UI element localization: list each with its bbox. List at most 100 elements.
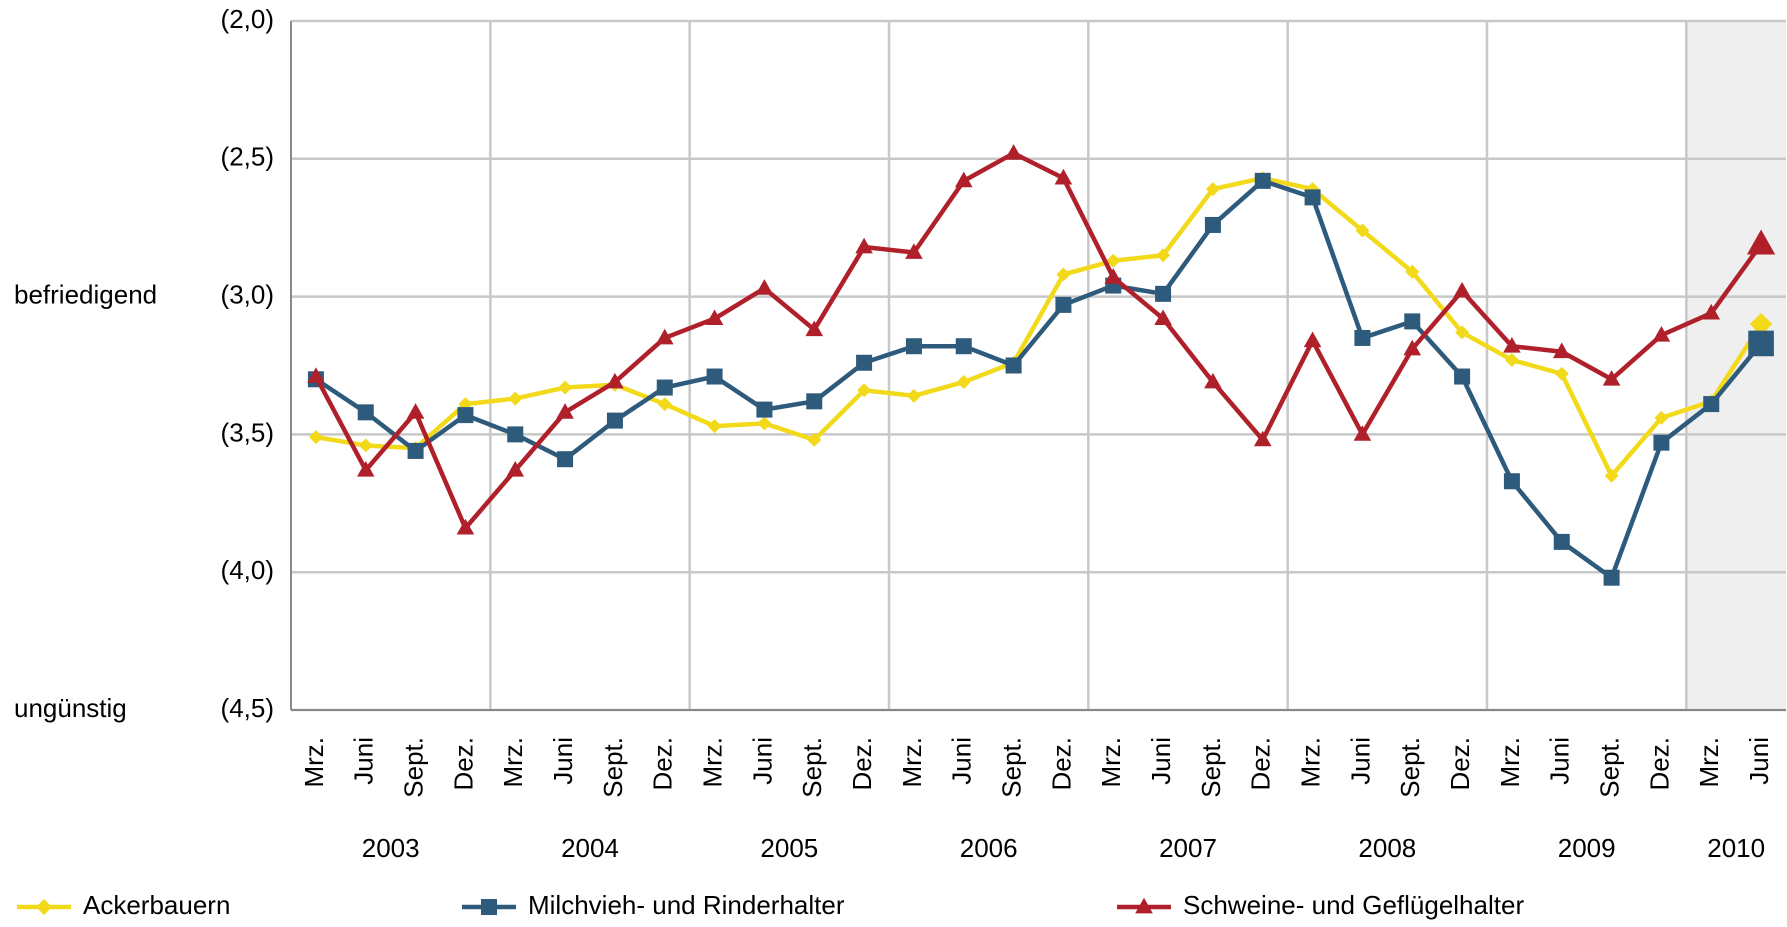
- series-line: [313, 151, 1763, 531]
- marker: [1404, 313, 1421, 330]
- marker: [1747, 229, 1776, 255]
- x-tick-label: Juni: [548, 737, 578, 785]
- marker: [1654, 410, 1669, 425]
- y-tick-label: (2,0): [221, 4, 274, 34]
- x-tick-label: Sept.: [996, 737, 1026, 798]
- marker: [1205, 182, 1220, 197]
- marker: [707, 419, 722, 434]
- marker: [755, 279, 774, 295]
- x-tick-label: Juni: [947, 737, 977, 785]
- marker: [1253, 430, 1272, 447]
- x-tick-label: Juni: [1146, 737, 1176, 785]
- y-tick-label: (2,5): [221, 142, 274, 172]
- y-tick-label: (4,5): [221, 693, 274, 723]
- annotation: ungünstig: [14, 693, 127, 723]
- marker: [1748, 330, 1774, 357]
- series-line: [315, 175, 1763, 478]
- x-tick-label: Juni: [349, 737, 379, 785]
- x-tick-label: Dez.: [1644, 737, 1674, 790]
- year-label: 2005: [760, 833, 818, 863]
- year-label: 2003: [362, 833, 420, 863]
- marker: [406, 403, 425, 419]
- x-tick-label: Sept.: [398, 737, 428, 798]
- marker: [1353, 425, 1372, 441]
- legend-label: Milchvieh- und Rinderhalter: [528, 890, 845, 920]
- marker: [506, 461, 525, 477]
- marker: [1055, 296, 1072, 313]
- marker: [1653, 434, 1670, 451]
- marker: [1455, 325, 1470, 340]
- marker: [1155, 285, 1172, 302]
- marker: [1303, 331, 1322, 348]
- marker: [1504, 352, 1519, 367]
- x-tick-label: Mrz.: [498, 737, 528, 788]
- year-label: 2009: [1558, 833, 1616, 863]
- marker: [356, 461, 375, 477]
- marker: [557, 451, 574, 468]
- marker: [1154, 309, 1172, 326]
- x-tick-label: Dez.: [1246, 737, 1276, 790]
- marker: [1454, 368, 1471, 385]
- marker: [606, 412, 623, 429]
- marker: [308, 430, 323, 445]
- marker: [1503, 473, 1520, 490]
- marker: [954, 171, 973, 188]
- marker: [657, 397, 672, 412]
- x-tick-label: Mrz.: [1295, 737, 1325, 788]
- year-label: 2007: [1159, 833, 1217, 863]
- x-tick-label: Dez.: [1046, 737, 1076, 790]
- marker: [1702, 303, 1721, 320]
- x-tick-label: Sept.: [598, 737, 628, 798]
- year-label: 2010: [1707, 833, 1765, 863]
- marker: [457, 407, 474, 424]
- x-tick-label: Mrz.: [897, 737, 927, 788]
- marker: [558, 380, 573, 395]
- marker: [807, 432, 822, 447]
- marker: [956, 375, 971, 390]
- marker: [1204, 372, 1222, 389]
- marker: [1652, 325, 1671, 342]
- marker: [1135, 897, 1153, 914]
- marker: [481, 899, 497, 915]
- x-tick-label: Mrz.: [697, 737, 727, 788]
- marker: [407, 442, 424, 459]
- marker: [456, 518, 475, 535]
- marker: [1602, 370, 1621, 386]
- x-tick-label: Sept.: [1594, 737, 1624, 798]
- marker: [656, 379, 673, 396]
- marker: [1156, 248, 1171, 263]
- marker: [705, 309, 724, 326]
- marker: [905, 243, 923, 259]
- marker: [856, 354, 873, 371]
- marker: [905, 338, 922, 355]
- marker: [307, 367, 325, 383]
- x-tick-label: Sept.: [1395, 737, 1425, 798]
- marker: [655, 328, 674, 345]
- x-tick-label: Dez.: [847, 737, 877, 790]
- marker: [1056, 267, 1071, 282]
- marker: [906, 388, 921, 403]
- x-tick-label: Juni: [747, 737, 777, 785]
- marker: [507, 426, 524, 443]
- marker: [1106, 253, 1121, 268]
- marker: [1603, 569, 1620, 586]
- x-tick-label: Mrz.: [1495, 737, 1525, 788]
- annotation: befriedigend: [14, 279, 157, 309]
- marker: [1453, 281, 1471, 298]
- x-tick-label: Dez.: [1445, 737, 1475, 790]
- y-tick-label: (3,5): [221, 417, 274, 447]
- marker: [1104, 268, 1123, 284]
- x-tick-label: Juni: [1545, 737, 1575, 785]
- series-line: [314, 178, 1763, 580]
- marker: [1553, 533, 1570, 550]
- marker: [556, 403, 574, 419]
- marker: [1403, 339, 1422, 356]
- marker: [508, 391, 523, 406]
- marker: [1204, 216, 1221, 233]
- marker: [706, 368, 723, 385]
- marker: [36, 899, 52, 915]
- marker: [1749, 312, 1773, 336]
- year-label: 2006: [960, 833, 1018, 863]
- y-tick-label: (4,0): [221, 555, 274, 585]
